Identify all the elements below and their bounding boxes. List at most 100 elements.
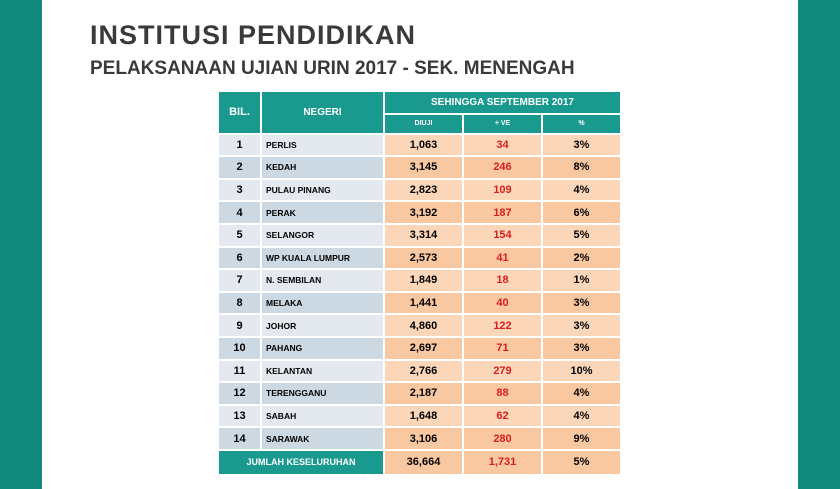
cell: 3% [543, 315, 620, 336]
table-row: 4 PERAK 3,192 187 6% [219, 202, 620, 223]
cell: 3,314 [385, 224, 462, 246]
cell: 3,192 [385, 202, 462, 223]
side-band [798, 0, 840, 489]
cell: PERAK [262, 202, 383, 223]
cell: 40 [464, 292, 541, 314]
cell: 4% [543, 179, 620, 201]
cell: 3,106 [385, 428, 462, 449]
cell: 109 [464, 179, 541, 201]
cell: 280 [464, 428, 541, 449]
sub-header: + VE [464, 114, 541, 133]
table-row: 7 N. SEMBILAN 1,849 18 1% [219, 270, 620, 291]
total-cell: 1,731 [464, 450, 541, 474]
cell: 1,441 [385, 292, 462, 314]
total-cell: 36,664 [385, 450, 462, 474]
cell: 2,187 [385, 383, 462, 404]
cell: 41 [464, 247, 541, 269]
cell: 12 [219, 383, 260, 404]
cell: 2 [219, 157, 260, 178]
cell: 1 [219, 134, 260, 156]
cell: 34 [464, 134, 541, 156]
cell: PERLIS [262, 134, 383, 156]
cell: 3% [543, 134, 620, 156]
table-row: 6 WP KUALA LUMPUR 2,573 41 2% [219, 247, 620, 269]
total-row: JUMLAH KESELURUHAN 36,664 1,731 5% [219, 450, 620, 474]
table-row: 12 TERENGGANU 2,187 88 4% [219, 383, 620, 404]
cell: 2,573 [385, 247, 462, 269]
table-row: 10 PAHANG 2,697 71 3% [219, 337, 620, 359]
cell: 279 [464, 360, 541, 382]
cell: 2% [543, 247, 620, 269]
cell: KEDAH [262, 157, 383, 178]
cell: 4,860 [385, 315, 462, 336]
cell: 122 [464, 315, 541, 336]
cell: 13 [219, 405, 260, 427]
cell: 8% [543, 157, 620, 178]
cell: 1,063 [385, 134, 462, 156]
cell: 1,849 [385, 270, 462, 291]
title: INSTITUSI PENDIDIKAN [90, 20, 417, 50]
cell: KELANTAN [262, 360, 383, 382]
cell: 11 [219, 360, 260, 382]
cell: 4 [219, 202, 260, 223]
table: BIL. NEGERI SEHINGGA SEPTEMBER 2017 DIUJ… [217, 90, 622, 476]
cell: 18 [464, 270, 541, 291]
table-row: 2 KEDAH 3,145 246 8% [219, 157, 620, 178]
sub-header: % [543, 114, 620, 133]
cell: 3 [219, 179, 260, 201]
cell: N. SEMBILAN [262, 270, 383, 291]
cell: 7 [219, 270, 260, 291]
cell: SARAWAK [262, 428, 383, 449]
table-row: 14 SARAWAK 3,106 280 9% [219, 428, 620, 449]
cell: TERENGGANU [262, 383, 383, 404]
total-cell: 5% [543, 450, 620, 474]
total-label: JUMLAH KESELURUHAN [219, 450, 383, 474]
cell: 2,766 [385, 360, 462, 382]
cell: 88 [464, 383, 541, 404]
cell: 187 [464, 202, 541, 223]
cell: 71 [464, 337, 541, 359]
col-header: BIL. [219, 92, 260, 133]
cell: 246 [464, 157, 541, 178]
cell: 10% [543, 360, 620, 382]
cell: 3,145 [385, 157, 462, 178]
table-row: 8 MELAKA 1,441 40 3% [219, 292, 620, 314]
cell: 3% [543, 292, 620, 314]
cell: 5 [219, 224, 260, 246]
cell: SELANGOR [262, 224, 383, 246]
table-row: 1 PERLIS 1,063 34 3% [219, 134, 620, 156]
cell: JOHOR [262, 315, 383, 336]
cell: 4% [543, 405, 620, 427]
cell: 10 [219, 337, 260, 359]
cell: 9 [219, 315, 260, 336]
cell: 1% [543, 270, 620, 291]
table-row: 11 KELANTAN 2,766 279 10% [219, 360, 620, 382]
cell: 14 [219, 428, 260, 449]
cell: 62 [464, 405, 541, 427]
table-row: 9 JOHOR 4,860 122 3% [219, 315, 620, 336]
sub-header: DIUJI [385, 114, 462, 133]
cell: 9% [543, 428, 620, 449]
col-header: NEGERI [262, 92, 383, 133]
cell: 6% [543, 202, 620, 223]
table-row: 3 PULAU PINANG 2,823 109 4% [219, 179, 620, 201]
cell: MELAKA [262, 292, 383, 314]
table-row: 13 SABAH 1,648 62 4% [219, 405, 620, 427]
cell: 8 [219, 292, 260, 314]
cell: 1,648 [385, 405, 462, 427]
group-header: SEHINGGA SEPTEMBER 2017 [385, 92, 620, 113]
side-band [0, 0, 42, 489]
table-row: 5 SELANGOR 3,314 154 5% [219, 224, 620, 246]
cell: 154 [464, 224, 541, 246]
subtitle: PELAKSANAAN UJIAN URIN 2017 - SEK. MENEN… [90, 58, 575, 79]
cell: PAHANG [262, 337, 383, 359]
cell: PULAU PINANG [262, 179, 383, 201]
cell: 4% [543, 383, 620, 404]
cell: 3% [543, 337, 620, 359]
cell: 2,697 [385, 337, 462, 359]
cell: 2,823 [385, 179, 462, 201]
cell: SABAH [262, 405, 383, 427]
cell: 5% [543, 224, 620, 246]
cell: 6 [219, 247, 260, 269]
